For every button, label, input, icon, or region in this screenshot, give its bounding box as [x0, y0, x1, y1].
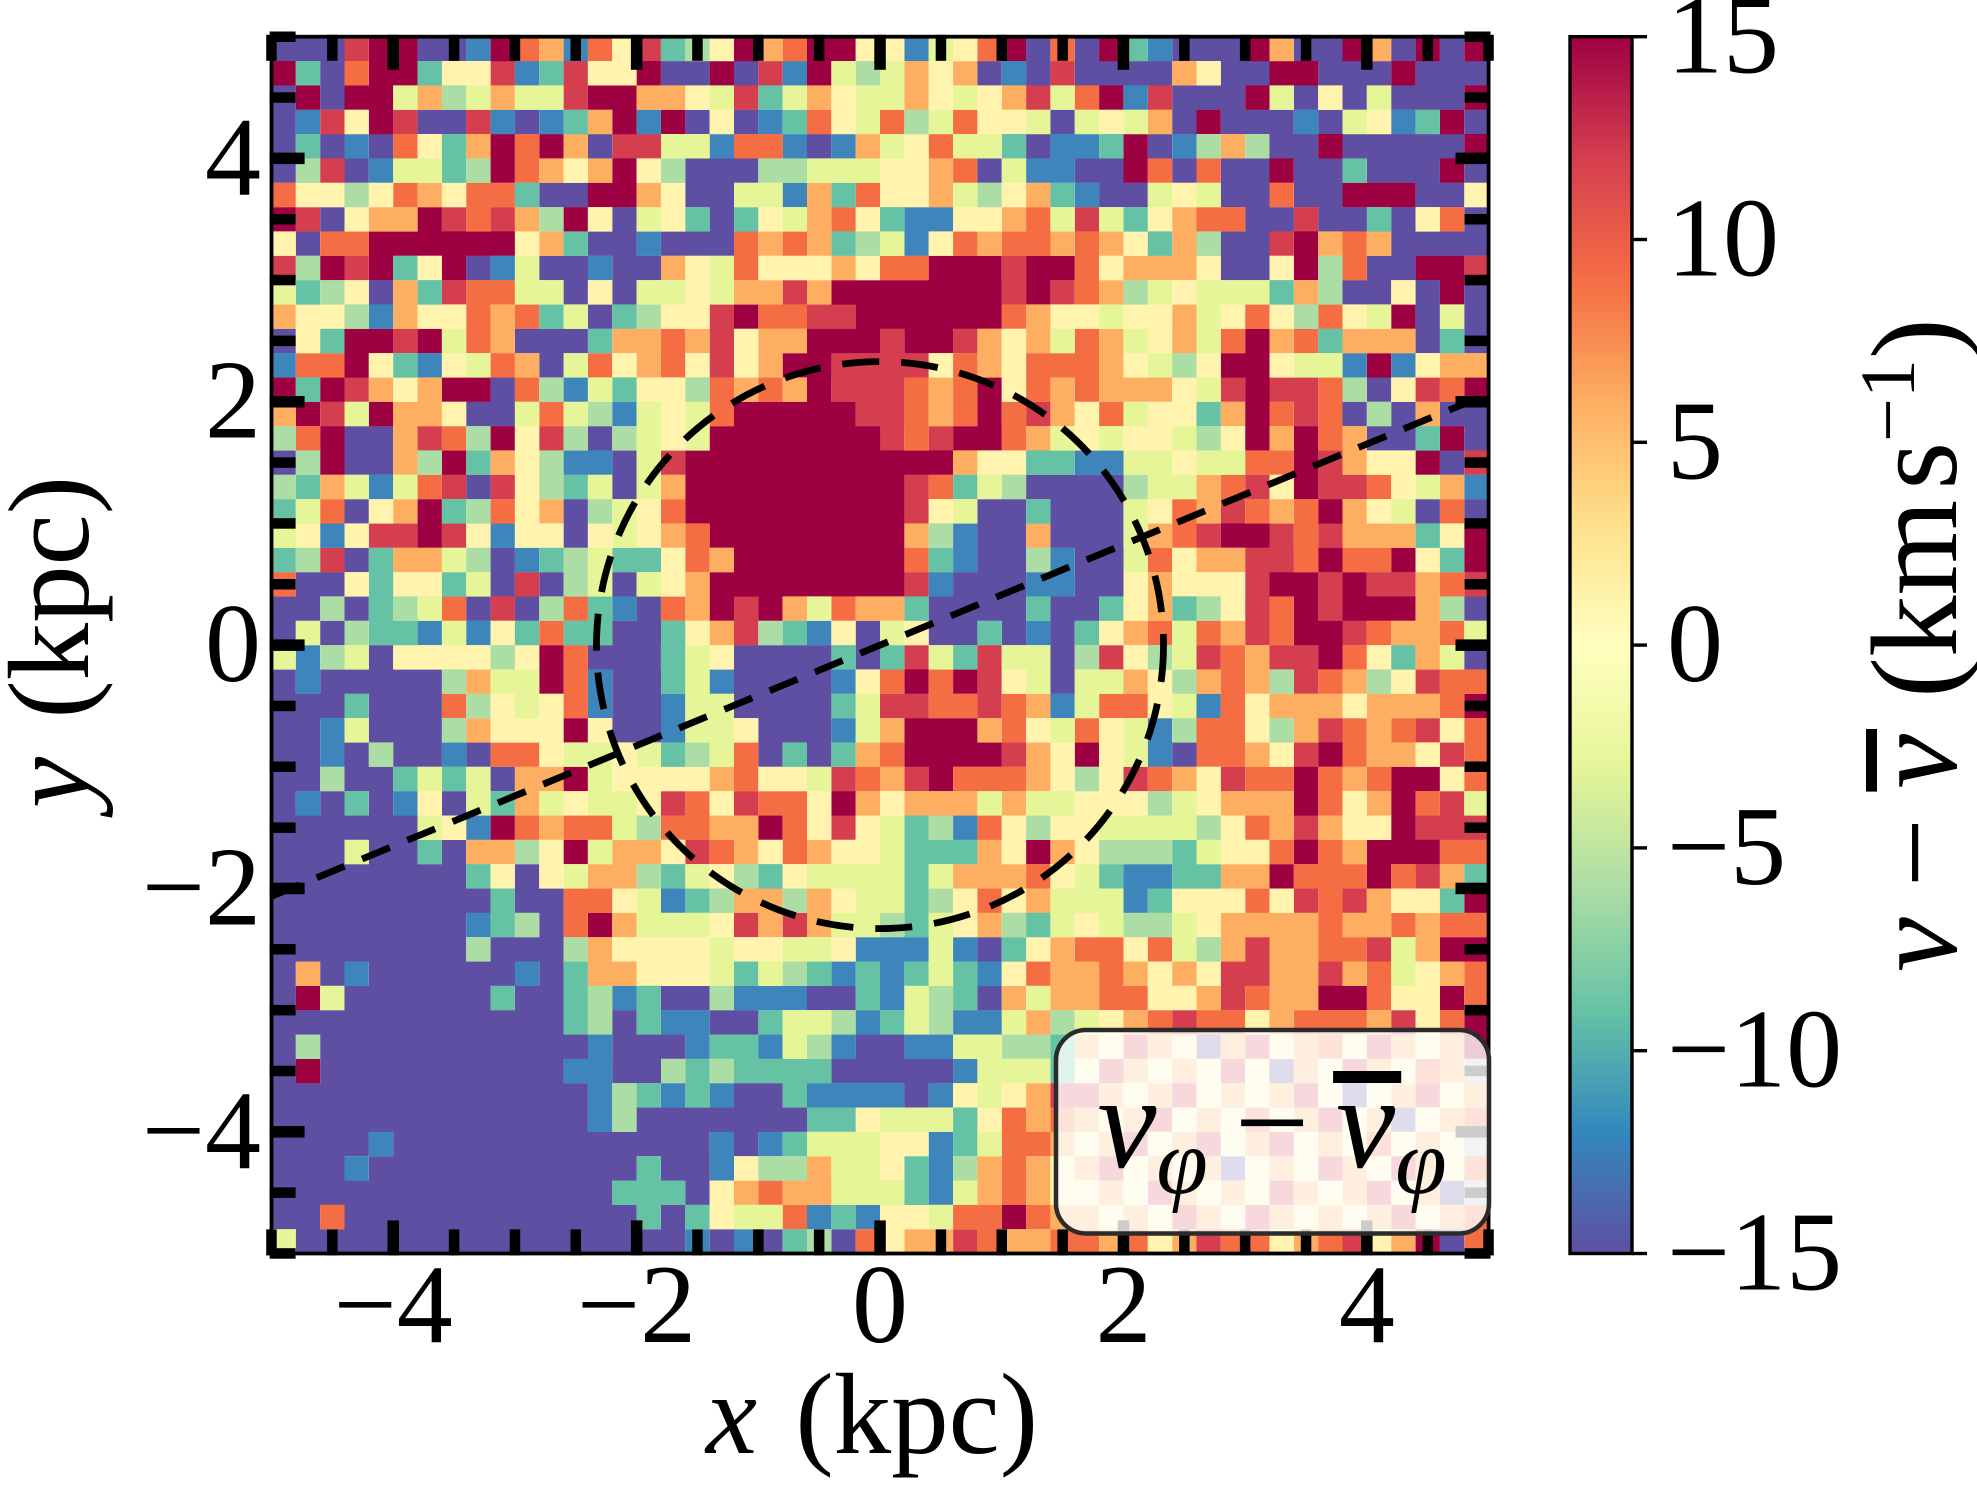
svg-text:−: −: [1208, 1048, 1336, 1196]
svg-text:4: 4: [1339, 1243, 1395, 1367]
svg-text:v: v: [1336, 1048, 1396, 1196]
svg-text:15: 15: [1667, 0, 1779, 98]
svg-text:−5: −5: [1667, 785, 1786, 909]
svg-text:−2: −2: [142, 826, 261, 950]
svg-text:5: 5: [1667, 379, 1723, 503]
svg-text:−2: −2: [577, 1243, 696, 1367]
svg-text:−4: −4: [142, 1069, 261, 1193]
svg-text:−10: −10: [1667, 988, 1842, 1112]
svg-text:): ): [1846, 318, 1977, 359]
svg-text:0: 0: [852, 1243, 908, 1367]
svg-text:y (kpc): y (kpc): [0, 476, 113, 818]
svg-text:−: −: [1846, 818, 1977, 887]
svg-text:−4: −4: [334, 1243, 453, 1367]
svg-text:−15: −15: [1667, 1191, 1842, 1315]
svg-text:−1: −1: [1844, 359, 1931, 442]
svg-text:x (kpc): x (kpc): [704, 1351, 1038, 1478]
svg-text:φ: φ: [1156, 1111, 1207, 1214]
svg-text:2: 2: [1096, 1243, 1152, 1367]
svg-text:10: 10: [1667, 177, 1779, 301]
svg-text:(km s: (km s: [1846, 442, 1977, 698]
svg-text:v: v: [1846, 734, 1977, 789]
svg-text:0: 0: [1667, 582, 1723, 706]
svg-text:4: 4: [205, 95, 261, 219]
svg-text:0: 0: [205, 582, 261, 706]
svg-text:v: v: [1097, 1048, 1157, 1196]
svg-text:v: v: [1846, 917, 1977, 972]
svg-text:φ: φ: [1395, 1111, 1446, 1214]
svg-text:2: 2: [205, 339, 261, 463]
